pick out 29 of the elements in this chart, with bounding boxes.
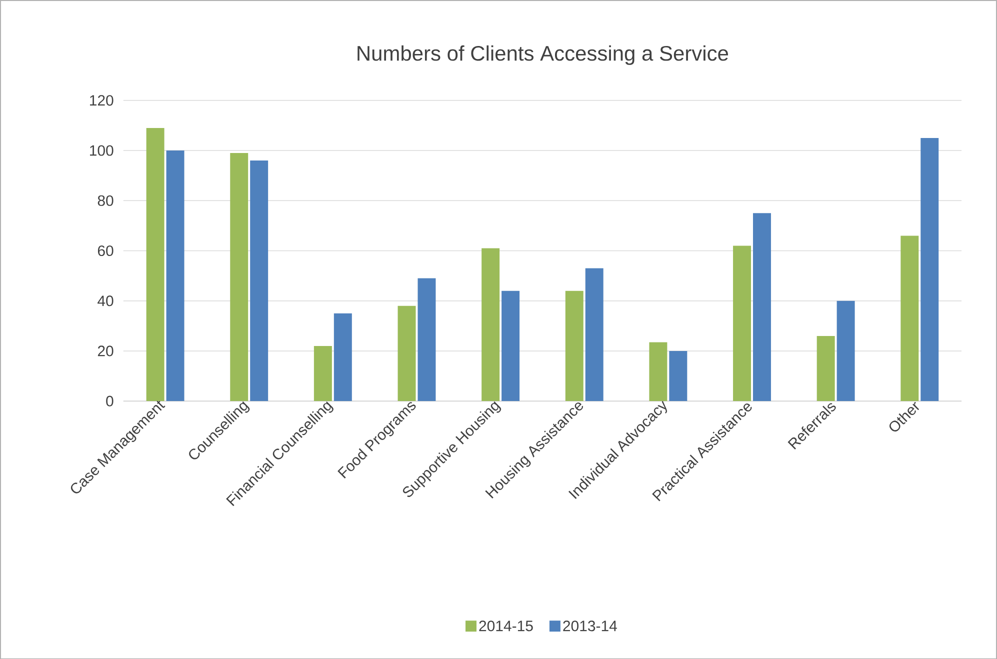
bar xyxy=(146,128,164,401)
y-tick-label: 120 xyxy=(90,94,114,106)
bar xyxy=(230,152,248,401)
bar xyxy=(418,278,436,401)
bar xyxy=(920,138,939,401)
bar xyxy=(250,160,268,401)
legend-label: 2014-15 xyxy=(479,620,533,632)
bar xyxy=(334,313,352,401)
bar xyxy=(482,248,500,401)
y-tick-label: 80 xyxy=(98,195,114,206)
bar xyxy=(753,213,771,401)
legend-label: 2013-14 xyxy=(563,620,617,632)
bar xyxy=(314,346,332,401)
bar xyxy=(502,290,520,401)
bar xyxy=(398,306,416,401)
y-tick-label: 20 xyxy=(98,346,114,356)
bar xyxy=(816,336,835,401)
y-tick-label: 60 xyxy=(98,245,114,256)
bar xyxy=(669,350,688,401)
bar xyxy=(733,246,752,401)
y-tick-label: 40 xyxy=(98,295,114,306)
y-tick-label: 100 xyxy=(90,145,114,156)
bar xyxy=(565,290,584,401)
bar xyxy=(649,342,668,401)
bar xyxy=(585,268,604,401)
bar xyxy=(836,300,855,401)
bar xyxy=(900,236,919,401)
bar xyxy=(166,150,184,401)
chart-title: Numbers of Clients Accessing a Service xyxy=(358,45,728,65)
